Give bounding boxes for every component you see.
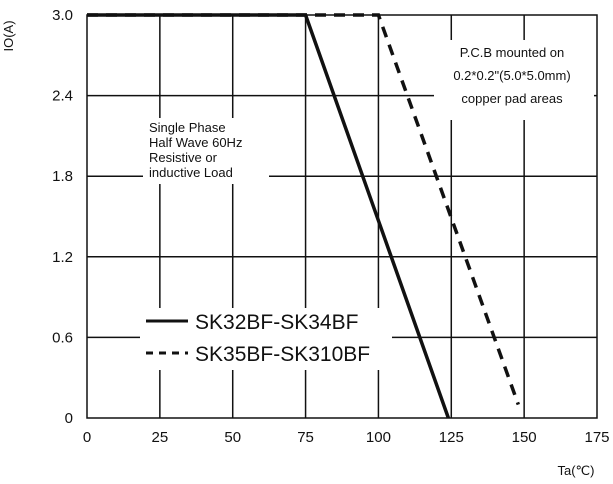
x-tick-label: 0 [83, 429, 91, 446]
legend-label: SK32BF-SK34BF [195, 311, 358, 334]
x-tick-label: 25 [152, 429, 169, 446]
pcb-note-line: 0.2*0.2"(5.0*5.0mm) [453, 68, 570, 83]
series-layer [87, 13, 520, 419]
pcb-note-line: P.C.B mounted on [460, 45, 565, 60]
conditions-line: Resistive or [149, 150, 218, 165]
series-line-dashed [87, 13, 520, 406]
x-tick-label: 100 [366, 429, 391, 446]
y-tick-label: 1.2 [52, 249, 73, 266]
conditions-line: inductive Load [149, 165, 233, 180]
conditions-line: Half Wave 60Hz [149, 135, 242, 150]
y-tick-label: 1.8 [52, 168, 73, 185]
y-tick-label: 0.6 [52, 329, 73, 346]
y-tick-label: 0 [65, 410, 73, 427]
y-axis-ticks: 0 0.6 1.2 1.8 2.4 3.0 [52, 7, 73, 427]
x-tick-label: 150 [512, 429, 537, 446]
y-tick-label: 3.0 [52, 7, 73, 24]
legend: SK32BF-SK34BF SK35BF-SK310BF [140, 308, 392, 370]
x-axis-label: Ta(℃) [558, 463, 595, 478]
legend-background [140, 308, 392, 370]
x-axis-ticks: 0 25 50 75 100 125 150 175 [83, 429, 610, 446]
x-tick-label: 175 [584, 429, 609, 446]
pcb-note-line: copper pad areas [461, 91, 563, 106]
x-tick-label: 125 [439, 429, 464, 446]
pcb-annotation-background [434, 40, 594, 120]
y-tick-label: 2.4 [52, 88, 73, 105]
conditions-line: Single Phase [149, 120, 226, 135]
pcb-annotation: P.C.B mounted on 0.2*0.2"(5.0*5.0mm) cop… [434, 40, 594, 120]
x-tick-label: 50 [224, 429, 241, 446]
legend-label: SK35BF-SK310BF [195, 343, 370, 366]
y-axis-label: IO(A) [1, 20, 16, 51]
conditions-annotation: Single Phase Half Wave 60Hz Resistive or… [143, 118, 269, 184]
conditions-annotation-background [143, 118, 269, 184]
x-tick-label: 75 [297, 429, 314, 446]
